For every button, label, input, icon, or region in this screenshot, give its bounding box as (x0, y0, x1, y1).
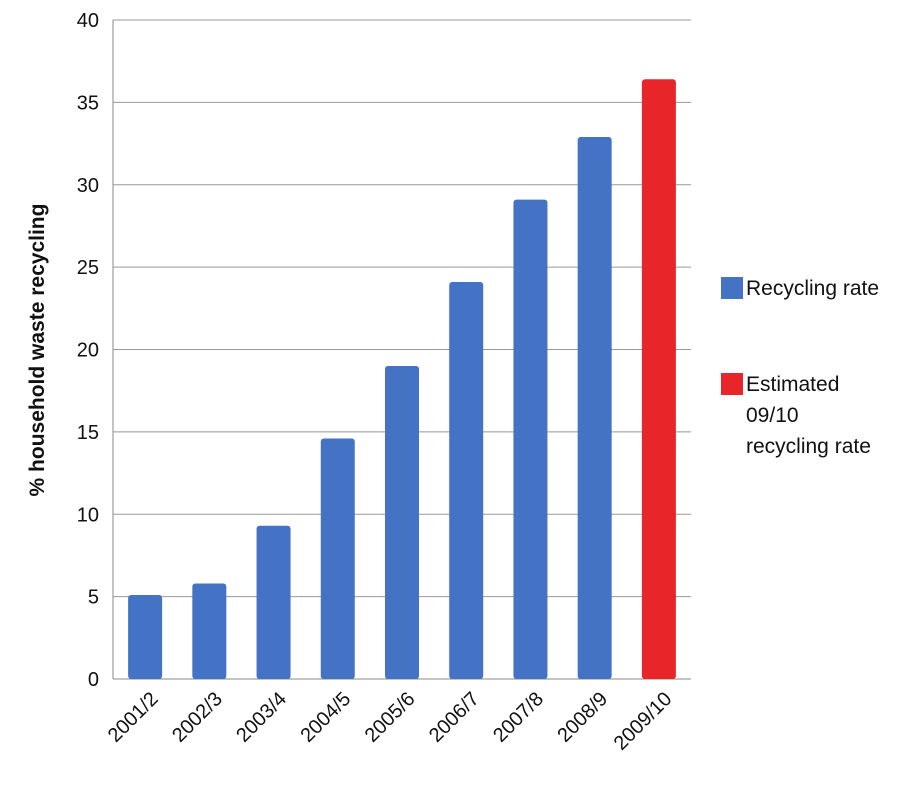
bars (128, 79, 676, 679)
legend-label: 09/10 (746, 404, 799, 427)
x-tick-label: 2001/2 (104, 688, 163, 747)
y-tick-label: 15 (77, 422, 99, 444)
x-tick-label: 2009/10 (610, 688, 677, 755)
bar (513, 199, 548, 679)
bar (449, 281, 484, 679)
bar (128, 594, 163, 679)
y-tick-label: 5 (88, 587, 99, 609)
x-tick-label: 2004/5 (297, 688, 356, 747)
bar (641, 79, 676, 679)
x-tick-label: 2002/3 (168, 688, 227, 747)
legend-swatch (721, 277, 743, 299)
x-tick-label: 2008/9 (553, 688, 612, 747)
y-tick-label: 0 (88, 669, 99, 691)
x-tick-label: 2003/4 (232, 688, 291, 747)
x-tick-labels: 2001/2 2002/3 2003/4 2004/5 2005/6 2006/7 2007… (104, 688, 677, 755)
legend-label: Recycling rate (746, 277, 879, 300)
bar (320, 438, 355, 679)
y-tick-label: 20 (77, 340, 99, 362)
x-tick-label: 2007/8 (489, 688, 548, 747)
x-tick-label: 2006/7 (425, 688, 484, 747)
y-tick-label: 40 (77, 10, 99, 32)
legend: Recycling rate Estimated 09/10 recycling ra… (721, 277, 879, 458)
y-tick-labels: 0 5 10 15 20 25 30 35 40 (77, 10, 99, 691)
legend-label: Estimated (746, 373, 839, 396)
x-tick-label: 2005/6 (361, 688, 420, 747)
y-tick-label: 30 (77, 175, 99, 197)
legend-label: recycling rate (746, 435, 871, 458)
bar (385, 365, 419, 679)
bar (577, 136, 612, 679)
y-tick-label: 25 (77, 257, 99, 279)
y-axis-label: % household waste recycling (26, 204, 49, 497)
y-tick-label: 10 (77, 504, 99, 526)
y-tick-label: 35 (77, 92, 99, 114)
bar (192, 583, 227, 679)
legend-swatch (721, 373, 743, 395)
bar (256, 525, 291, 679)
